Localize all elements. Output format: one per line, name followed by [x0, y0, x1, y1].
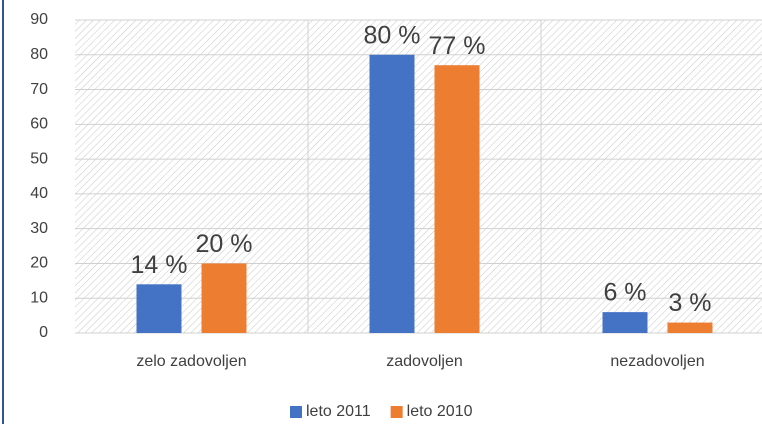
bar	[369, 54, 415, 334]
bar	[667, 322, 713, 333]
data-label: 6 %	[603, 279, 646, 307]
y-tick-label: 10	[30, 289, 48, 306]
bar	[201, 263, 247, 333]
y-tick-label: 40	[30, 185, 48, 202]
bar	[434, 65, 480, 333]
y-tick-label: 70	[30, 81, 48, 98]
legend-swatch	[290, 406, 302, 418]
y-tick-label: 0	[39, 324, 48, 341]
y-tick-label: 50	[30, 150, 48, 167]
bar	[136, 284, 182, 333]
y-tick-label: 90	[30, 11, 48, 28]
data-label: 14 %	[131, 251, 188, 279]
legend-label: leto 2011	[306, 403, 371, 420]
y-tick-label: 80	[30, 46, 48, 63]
y-tick-label: 30	[30, 220, 48, 237]
y-tick-label: 60	[30, 116, 48, 133]
data-label: 80 %	[364, 21, 421, 49]
data-label: 77 %	[429, 32, 486, 60]
data-label: 3 %	[668, 289, 711, 317]
y-tick-label: 20	[30, 255, 48, 272]
bar	[602, 312, 648, 333]
x-tick-label: zelo zadovoljen	[136, 353, 246, 370]
legend-label: leto 2010	[407, 403, 473, 420]
plot-area	[75, 20, 762, 333]
legend-swatch	[390, 406, 403, 418]
data-label: 20 %	[196, 230, 253, 258]
x-tick-label: zadovoljen	[386, 353, 463, 370]
x-tick-label: nezadovoljen	[610, 353, 704, 370]
